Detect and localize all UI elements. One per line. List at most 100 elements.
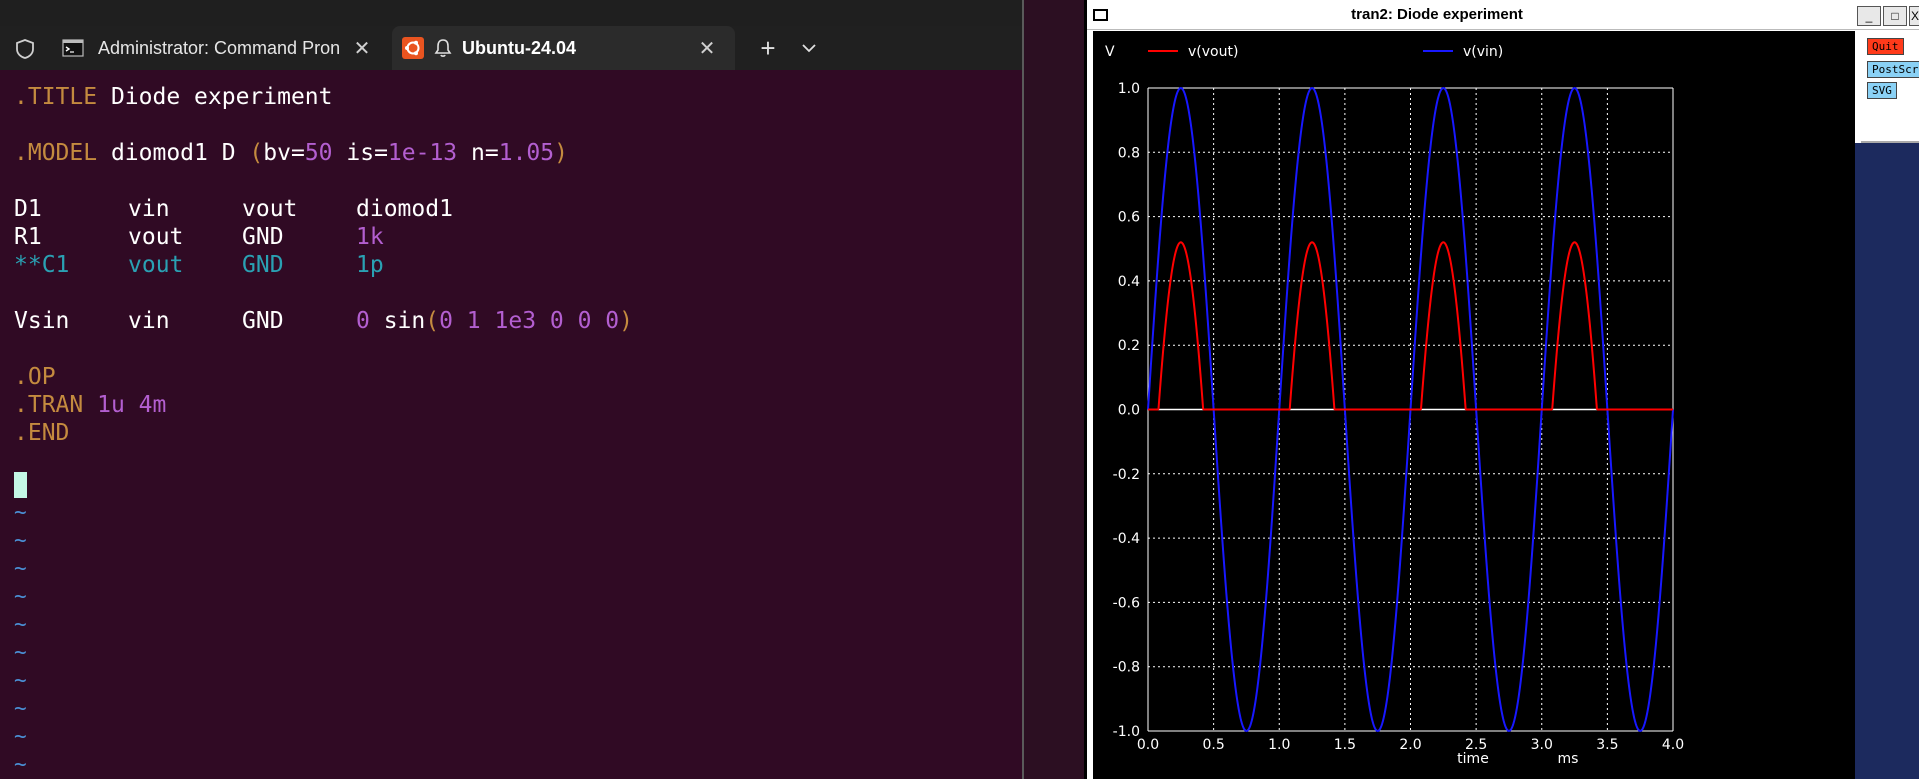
x-tick-label: 3.0 [1531,737,1553,753]
terminal-window: Administrator: Command Pron ✕ Ubuntu-24.… [0,0,1024,779]
y-tick-label: -1.0 [1113,724,1140,740]
tab-label: Administrator: Command Pron [98,37,341,58]
window-icon[interactable] [1093,9,1108,21]
series-line-vout [1148,241,1673,411]
new-tab-button[interactable]: + [760,32,776,63]
close-icon[interactable]: ✕ [353,37,371,60]
number: 1e-13 [387,140,458,166]
cell: R1 [14,224,42,250]
tab-label: Ubuntu-24.04 [462,37,577,58]
keyword: .MODEL [14,140,98,166]
vim-editor[interactable]: .TITLE Diode experiment .MODEL diomod1 D… [0,70,1020,779]
plot-window: tran2: Diode experiment _ □ X 0.0 0.5 1.0 1… [1084,0,1919,779]
cell: diomod1 [356,196,453,222]
y-tick-label: -0.6 [1113,595,1140,611]
empty-line-marker: ~ [14,724,27,748]
cell: D1 [14,196,42,222]
x-tick-label: 3.5 [1596,737,1618,753]
empty-line-marker: ~ [14,696,27,720]
quit-button[interactable]: Quit [1867,38,1904,55]
x-axis-unit: ms [1558,751,1579,767]
text: is= [332,140,388,166]
y-tick-label: 1.0 [1118,81,1140,97]
svg-button[interactable]: SVG [1867,82,1897,99]
empty-line-marker: ~ [14,612,27,636]
paren: ( [425,308,440,334]
plot-side-panel: Quit PostScript SVG [1861,31,1919,143]
close-button[interactable]: X [1909,6,1919,26]
line-op: .OP [14,364,56,390]
terminal-top-strip [0,0,1022,26]
keyword: .TRAN [14,392,84,418]
empty-line-marker: ~ [14,556,27,580]
cell: **C1 [14,252,70,278]
cell: vin [128,308,170,334]
cell: GND [242,252,284,278]
x-axis-label: time [1457,751,1489,767]
number: 0 [356,308,370,334]
tab-ubuntu[interactable]: Ubuntu-24.04 ✕ [392,26,735,70]
cell: 1k [356,224,384,250]
text: Diode experiment [97,84,333,110]
y-tick-label: 0.0 [1118,403,1140,419]
x-tick-label: 4.0 [1662,737,1684,753]
maximize-button[interactable]: □ [1883,6,1907,26]
number: 1.05 [498,140,555,166]
minimize-button[interactable]: _ [1857,6,1881,26]
background-window [1855,143,1919,779]
y-tick-label: 0.4 [1118,274,1140,290]
shield-icon [16,39,34,59]
empty-line-marker: ~ [14,500,27,524]
cell: 0 sin(0 1 1e3 0 0 0) [356,307,633,335]
tab-command-prompt[interactable]: Administrator: Command Pron ✕ [52,26,390,70]
paren: ) [554,140,568,166]
line-model: .MODEL diomod1 D (bv=50 is=1e-13 n=1.05) [14,139,568,167]
y-tick-label: -0.4 [1113,531,1140,547]
line-vsin: Vsin vin GND 0 sin(0 1 1e3 0 0 0) [14,307,914,335]
terminal-tab-bar: Administrator: Command Pron ✕ Ubuntu-24.… [0,26,1022,70]
empty-line-marker: ~ [14,528,27,552]
y-tick-label: 0.2 [1118,338,1140,354]
text-cursor [14,472,27,498]
close-icon[interactable]: ✕ [698,37,716,60]
x-tick-label: 1.5 [1334,737,1356,753]
ubuntu-icon [402,37,424,59]
line-tran: .TRAN 1u 4m [14,391,166,419]
transient-chart: 0.0 0.5 1.0 1.5 2.0 2.5 3.0 3.5 4.0 1.0 0.8 0.6 0.4 0… [1105,44,1684,767]
plot-titlebar[interactable]: tran2: Diode experiment _ □ X [1087,0,1919,30]
paren: ( [249,140,264,166]
text: n= [457,140,499,166]
window-title: tran2: Diode experiment [1351,6,1523,23]
plot-canvas[interactable]: 0.0 0.5 1.0 1.5 2.0 2.5 3.0 3.5 4.0 1.0 0.8 0.6 0.4 0… [1093,31,1855,779]
empty-line-marker: ~ [14,584,27,608]
empty-line-marker: ~ [14,640,27,664]
line-title: .TITLE Diode experiment [14,83,333,111]
number: 1u 4m [83,392,167,418]
cell: vout [242,196,298,222]
cell: vout [128,252,184,278]
text: sin [369,308,426,334]
line-r1: R1 vout GND 1k [14,223,914,251]
keyword: .TITLE [14,84,98,110]
empty-line-marker: ~ [14,668,27,692]
legend-label-vin: v(vin) [1463,44,1503,60]
x-tick-label: 1.0 [1268,737,1290,753]
x-tick-label: 2.0 [1399,737,1421,753]
y-tick-label: -0.2 [1113,467,1140,483]
line-end: .END [14,420,70,446]
x-tick-label: 0.0 [1137,737,1159,753]
empty-line-marker: ~ [14,752,27,776]
x-tick-label: 0.5 [1202,737,1224,753]
chevron-down-icon[interactable] [794,32,824,64]
y-tick-label: 0.6 [1118,210,1140,226]
line-c1-comment: **C1 vout GND 1p [14,251,914,279]
text: bv= [263,140,305,166]
line-d1: D1 vin vout diomod1 [14,195,914,223]
bell-icon [434,39,452,57]
postscript-button[interactable]: PostScript [1867,61,1919,78]
cell: Vsin [14,308,70,334]
number: 0 1 1e3 0 0 0 [439,308,620,334]
cell: vin [128,196,170,222]
y-tick-label: 0.8 [1118,145,1140,161]
